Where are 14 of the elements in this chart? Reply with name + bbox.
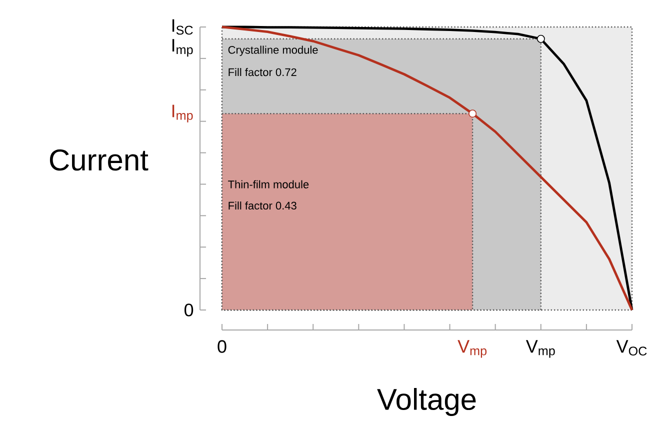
annotation: Fill factor 0.72 <box>228 68 296 76</box>
text: I$_{mp}$ <box>172 39 193 57</box>
annotation: Crystalline module <box>228 46 318 56</box>
text: 0 <box>184 304 194 316</box>
annotation: Fill factor 0.43 <box>228 201 296 210</box>
text: I$_{mp}$ <box>172 104 193 122</box>
x-tick-label: V$_{mp}$ <box>458 340 487 358</box>
text: I$_{SC}$ <box>172 19 193 35</box>
x-tick-label: V$_{mp}$ <box>526 340 555 358</box>
annotation: Thin-film module <box>228 180 309 188</box>
x-tick-label: V$_{OC}$ <box>616 340 647 356</box>
x-tick-label: 0 <box>218 340 226 353</box>
y-axis-title: Current <box>50 149 148 171</box>
x-axis-title: Voltage <box>377 388 476 416</box>
